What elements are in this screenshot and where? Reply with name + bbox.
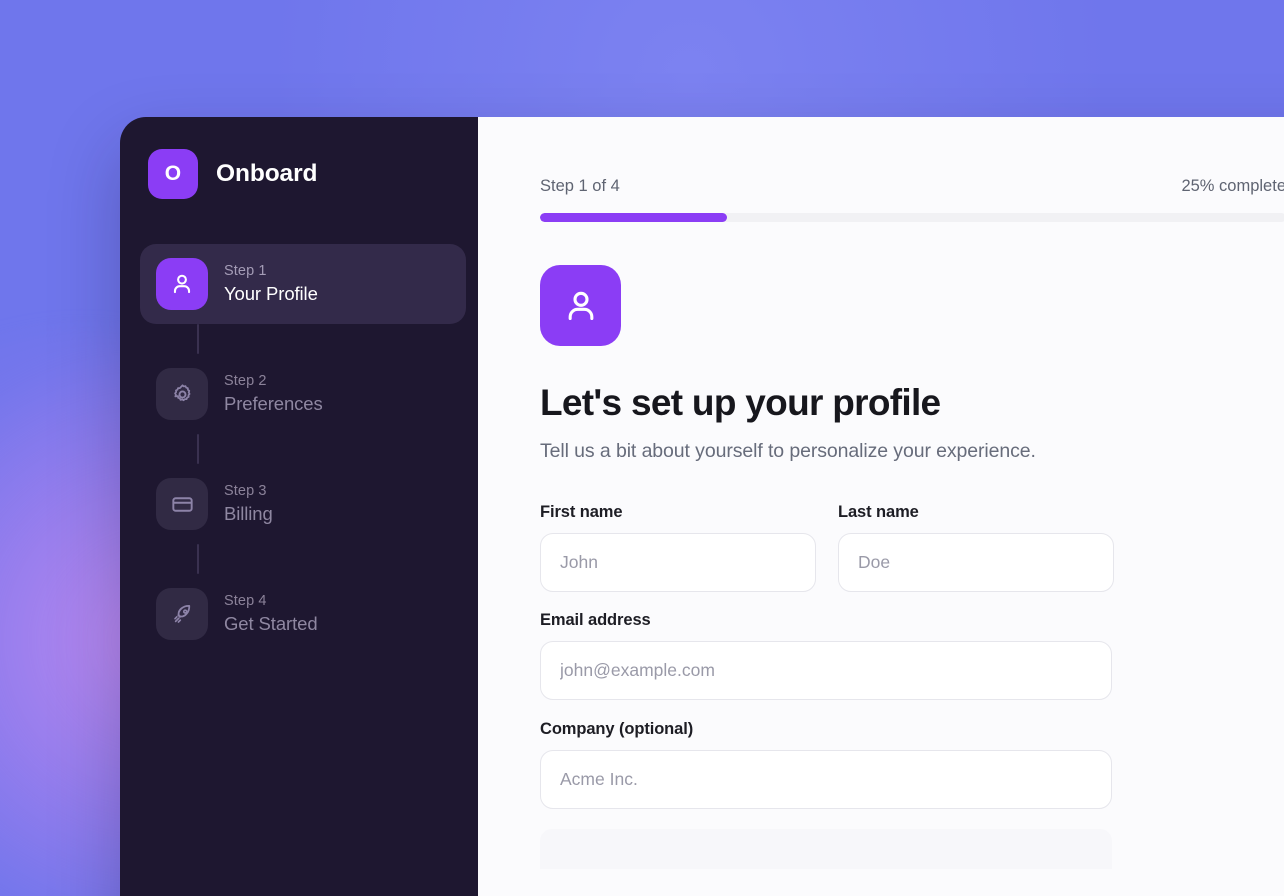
sidebar-step-kicker: Step 4: [224, 593, 267, 609]
credit-card-icon: [156, 478, 208, 530]
sidebar-step-title: Your Profile: [224, 283, 318, 304]
app-window: O Onboard Step 1 Your Profile: [120, 117, 1284, 896]
email-label: Email address: [540, 611, 651, 629]
main-content: Step 1 of 4 25% complete Let's set up yo…: [478, 117, 1284, 896]
form-footer-bar: [540, 829, 1112, 869]
progress-percent-label: 25% complete: [1181, 177, 1284, 195]
sidebar-step-kicker: Step 1: [224, 263, 267, 279]
email-field-group: Email address: [540, 611, 1112, 700]
sidebar-step-kicker: Step 2: [224, 373, 267, 389]
user-icon: [540, 265, 621, 346]
sidebar-step-get-started[interactable]: Step 4 Get Started: [140, 574, 466, 654]
step-connector: [197, 324, 199, 354]
company-label: Company (optional): [540, 720, 694, 738]
name-field-row: First name Last name: [540, 503, 1284, 592]
page-title: Let's set up your profile: [540, 382, 941, 423]
sidebar-step-title: Get Started: [224, 613, 318, 634]
sidebar: O Onboard Step 1 Your Profile: [120, 117, 478, 896]
last-name-field-group: Last name: [838, 503, 1114, 592]
sidebar-step-your-profile[interactable]: Step 1 Your Profile: [140, 244, 466, 324]
company-field-group: Company (optional): [540, 720, 1112, 809]
last-name-label: Last name: [838, 503, 919, 521]
brand-name: Onboard: [216, 160, 318, 187]
step-connector: [197, 544, 199, 574]
page-subtitle: Tell us a bit about yourself to personal…: [540, 440, 1036, 462]
brand: O Onboard: [120, 117, 478, 199]
first-name-input[interactable]: [540, 533, 816, 592]
user-icon: [156, 258, 208, 310]
progress-bar-track: [540, 213, 1284, 222]
progress-header: Step 1 of 4 25% complete: [540, 177, 1284, 196]
letter-o-logo-icon: O: [148, 149, 198, 199]
sidebar-step-title: Billing: [224, 503, 273, 524]
sidebar-step-title: Preferences: [224, 393, 323, 414]
company-input[interactable]: [540, 750, 1112, 809]
gear-icon: [156, 368, 208, 420]
progress-step-label: Step 1 of 4: [540, 177, 620, 195]
profile-form: First name Last name Email address Compa…: [540, 503, 1284, 869]
sidebar-step-kicker: Step 3: [224, 483, 267, 499]
step-connector: [197, 434, 199, 464]
progress-block: Step 1 of 4 25% complete: [540, 177, 1284, 222]
progress-bar-fill: [540, 213, 727, 222]
sidebar-step-billing[interactable]: Step 3 Billing: [140, 464, 466, 544]
last-name-input[interactable]: [838, 533, 1114, 592]
sidebar-step-preferences[interactable]: Step 2 Preferences: [140, 354, 466, 434]
steps-nav: Step 1 Your Profile Step 2 Preferences: [120, 244, 478, 654]
first-name-field-group: First name: [540, 503, 816, 592]
first-name-label: First name: [540, 503, 623, 521]
email-input[interactable]: [540, 641, 1112, 700]
rocket-icon: [156, 588, 208, 640]
